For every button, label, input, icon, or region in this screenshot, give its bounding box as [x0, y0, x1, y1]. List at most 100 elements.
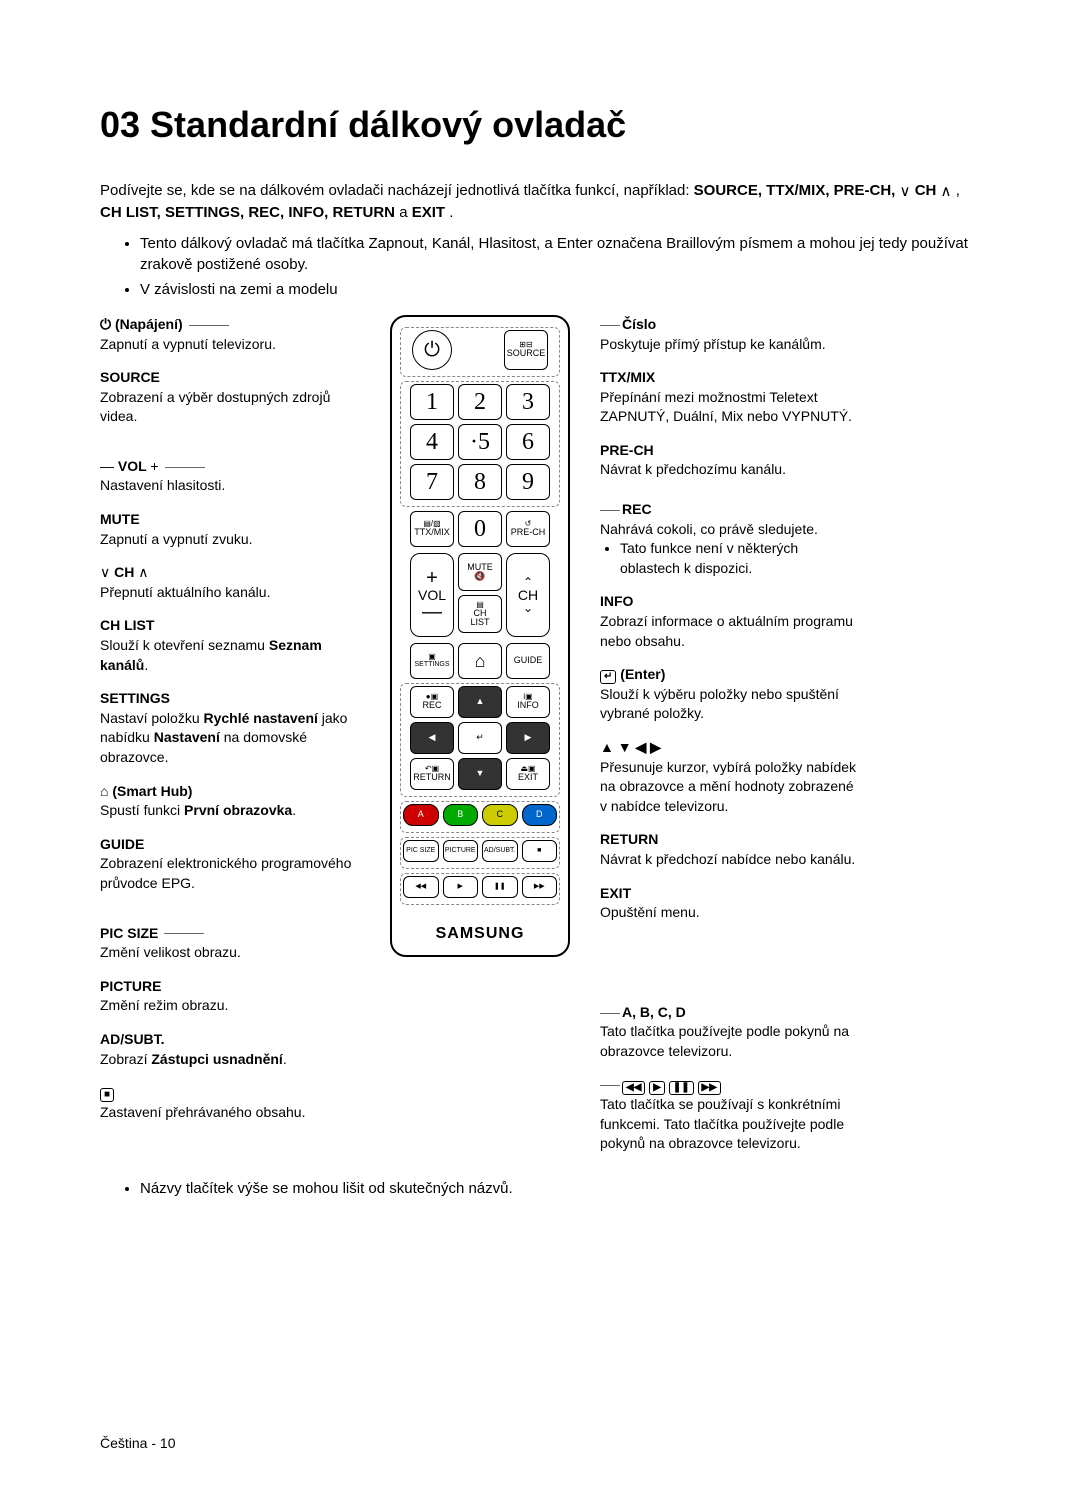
page-title: 03 Standardní dálkový ovladač [100, 100, 980, 150]
callout-transport: ◀◀ ▶ ❚❚ ▶▶ Tato tlačítka se používají s … [600, 1076, 860, 1154]
callout-power: ⏻ (Napájení) Zapnutí a vypnutí televizor… [100, 315, 360, 354]
forward-button[interactable]: ▶▶ [522, 876, 558, 898]
pause-button[interactable]: ❚❚ [482, 876, 518, 898]
callout-title: REC [622, 501, 652, 517]
callout-text: Přepínání mezi možnostmi Teletext ZAPNUT… [600, 388, 860, 427]
chlist-button[interactable]: ▤ CHLIST [458, 595, 502, 633]
dpad-up[interactable]: ▲ [458, 686, 502, 718]
callout-ttxmix: TTX/MIX Přepínání mezi možnostmi Teletex… [600, 368, 860, 427]
guide-button[interactable]: GUIDE [506, 643, 550, 679]
callout-title: GUIDE [100, 835, 360, 855]
callout-text: Opuštění menu. [600, 903, 860, 923]
callout-title: PRE-CH [600, 441, 860, 461]
ch-up-icon: ∧ [138, 564, 148, 580]
play-button[interactable]: ▶ [443, 876, 479, 898]
callout-text: Zobrazení elektronického programového pr… [100, 854, 360, 893]
info-button[interactable]: i▣ INFO [506, 686, 550, 718]
callout-text: Návrat k předchozí nabídce nebo kanálu. [600, 850, 860, 870]
ch-down-icon: ⌄ [523, 602, 533, 614]
plus-icon: + [150, 458, 158, 474]
dpad-right[interactable]: ▶ [506, 722, 550, 754]
exit-button[interactable]: ⏏▣ EXIT [506, 758, 550, 790]
chlist-label: CHLIST [470, 609, 489, 627]
color-a[interactable]: A [403, 804, 439, 826]
return-label: RETURN [413, 773, 451, 782]
color-d[interactable]: D [522, 804, 558, 826]
callout-title: VOL [118, 458, 147, 474]
dpad-left[interactable]: ◀ [410, 722, 454, 754]
callout-text: Spustí funkci První obrazovka. [100, 801, 360, 821]
power-icon: ⏻ [424, 340, 440, 360]
ch-down-icon: ∨ [900, 181, 911, 202]
callout-text: Změní velikost obrazu. [100, 943, 360, 963]
dpad-down[interactable]: ▼ [458, 758, 502, 790]
pause-icon: ❚❚ [669, 1081, 694, 1095]
callout-source: SOURCE Zobrazení a výběr dostupných zdro… [100, 368, 360, 427]
num-1[interactable]: 1 [410, 384, 454, 420]
callout-picsize: PIC SIZE Změní velikost obrazu. [100, 924, 360, 963]
power-icon: ⏻ [100, 316, 111, 332]
callout-title: SETTINGS [100, 689, 360, 709]
source-button[interactable]: ⊞⊟ SOURCE [504, 330, 548, 370]
ch-up-icon: ∧ [941, 181, 952, 202]
num-8[interactable]: 8 [458, 464, 502, 500]
callout-text: Přepnutí aktuálního kanálu. [100, 583, 360, 603]
rewind-button[interactable]: ◀◀ [403, 876, 439, 898]
picture-button[interactable]: PICTURE [443, 840, 479, 862]
color-b[interactable]: B [443, 804, 479, 826]
callout-title: CH [114, 564, 134, 580]
callout-ch: ∨ CH ∧ Přepnutí aktuálního kanálu. [100, 563, 360, 602]
num-7[interactable]: 7 [410, 464, 454, 500]
callout-title: EXIT [600, 884, 860, 904]
callout-title: RETURN [600, 830, 860, 850]
forward-icon: ▶▶ [698, 1081, 721, 1095]
prech-button[interactable]: ↺ PRE-CH [506, 511, 550, 547]
prech-label: PRE-CH [511, 528, 546, 537]
callout-rec: REC Nahrává cokoli, co právě sledujete. … [600, 500, 860, 578]
callout-smarthub: ⌂ (Smart Hub) Spustí funkci První obrazo… [100, 782, 360, 821]
callout-text: Poskytuje přímý přístup ke kanálům. [600, 335, 860, 355]
picsize-button[interactable]: PIC SIZE [403, 840, 439, 862]
mute-icon: 🔇 [474, 572, 485, 581]
intro-exit: EXIT [412, 204, 445, 221]
num-2[interactable]: 2 [458, 384, 502, 420]
return-button[interactable]: ↶▣ RETURN [410, 758, 454, 790]
enter-button[interactable]: ↵ [458, 722, 502, 754]
vol-rocker[interactable]: + VOL — [410, 553, 454, 637]
ch-label: CH [518, 588, 538, 602]
intro-a: a [399, 204, 412, 221]
callout-vol: — VOL + Nastavení hlasitosti. [100, 457, 360, 496]
home-button[interactable]: ⌂ [458, 643, 502, 679]
callout-chlist: CH LIST Slouží k otevření seznamu Seznam… [100, 616, 360, 675]
remote-diagram: ⏻ ⊞⊟ SOURCE 1 2 3 4 ·5 6 [390, 315, 570, 957]
callout-dpad: ▲ ▼ ◀ ▶ Přesunuje kurzor, vybírá položky… [600, 738, 860, 816]
callout-text: Změní režim obrazu. [100, 996, 360, 1016]
intro-bullets: Tento dálkový ovladač má tlačítka Zapnou… [140, 233, 980, 300]
power-button[interactable]: ⏻ [412, 330, 452, 370]
enter-icon: ↵ [476, 733, 484, 742]
num-9[interactable]: 9 [506, 464, 550, 500]
ttxmix-button[interactable]: ▤/▧ TTX/MIX [410, 511, 454, 547]
callout-text: Nastaví položku Rychlé nastavení jako na… [100, 709, 360, 768]
intro-bold2: CH LIST, SETTINGS, REC, INFO, RETURN [100, 204, 395, 221]
adsubt-button[interactable]: AD/SUBT. [482, 840, 518, 862]
ch-rocker[interactable]: ⌃ CH ⌄ [506, 553, 550, 637]
num-6[interactable]: 6 [506, 424, 550, 460]
num-5[interactable]: ·5 [458, 424, 502, 460]
callout-prech: PRE-CH Návrat k předchozímu kanálu. [600, 441, 860, 480]
num-4[interactable]: 4 [410, 424, 454, 460]
callout-text: Nahrává cokoli, co právě sledujete. [600, 520, 860, 540]
minus-icon: — [422, 602, 442, 622]
num-0[interactable]: 0 [458, 511, 502, 547]
plus-icon: + [426, 568, 438, 588]
source-label: SOURCE [507, 349, 546, 358]
settings-button[interactable]: ▣ SETTINGS [410, 643, 454, 679]
stop-button[interactable]: ■ [522, 840, 558, 862]
mute-button[interactable]: MUTE 🔇 [458, 553, 502, 591]
settings-icon: ▣ [428, 653, 436, 661]
rec-button[interactable]: ●▣ REC [410, 686, 454, 718]
callout-text: Zobrazení a výběr dostupných zdrojů vide… [100, 388, 360, 427]
right-callouts: Číslo Poskytuje přímý přístup ke kanálům… [600, 315, 860, 1168]
num-3[interactable]: 3 [506, 384, 550, 420]
color-c[interactable]: C [482, 804, 518, 826]
